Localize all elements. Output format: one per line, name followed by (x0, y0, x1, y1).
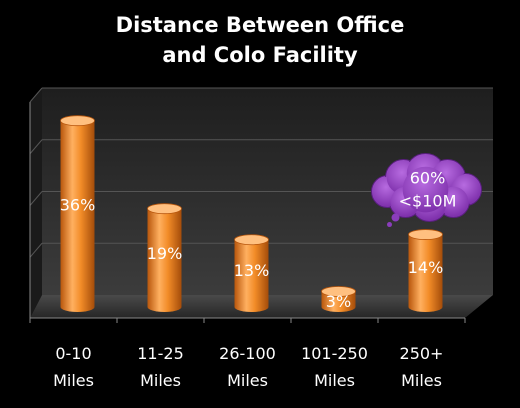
category-labels-group: 0-10 Miles 11-25 Miles 26-100 Miles 101-250 Mil… (53, 344, 443, 390)
data-label: 13% (234, 261, 270, 280)
category-label: 250+ (400, 344, 444, 363)
category-label: 11-25 (137, 344, 184, 363)
bar-body (234, 239, 269, 312)
cloud-tail-dot (387, 222, 392, 228)
chart-title-line-2: and Colo Facility (162, 43, 358, 67)
gridline-side (29, 242, 43, 258)
data-label: 36% (60, 196, 96, 215)
bar-top (321, 286, 356, 297)
chart-title-line-1: Distance Between Office (115, 13, 405, 37)
category-label: 26-100 (219, 344, 276, 363)
bar (234, 234, 269, 312)
cloud-fill (402, 166, 449, 213)
bar-top (234, 234, 269, 246)
bar (321, 286, 356, 312)
data-label: 3% (326, 292, 351, 311)
bar-body (60, 120, 95, 312)
callout-text: 60% (410, 169, 446, 188)
bar-body (321, 291, 356, 312)
gridline-side (29, 87, 43, 103)
bar (408, 229, 443, 312)
category-label: 101-250 (301, 344, 368, 363)
gridline-side (29, 139, 43, 155)
bar-top (147, 203, 182, 215)
data-label: 19% (147, 244, 183, 263)
bar (60, 115, 95, 312)
cloud-tail-dot (391, 213, 400, 222)
chart-title: Distance Between Office and Colo Facilit… (0, 10, 520, 70)
data-label: 14% (408, 258, 444, 277)
bar-body (147, 208, 182, 312)
category-label: 0-10 (55, 344, 91, 363)
category-label-unit: Miles (227, 371, 268, 390)
category-label-unit: Miles (314, 371, 355, 390)
bar-body (408, 234, 443, 312)
bar-top (408, 229, 443, 240)
bars-group (60, 115, 443, 312)
callout-text: <$10M (399, 192, 457, 211)
gridline-side (29, 191, 43, 206)
side-wall (30, 88, 42, 318)
data-labels-group: 36% 19% 13% 3% 14% (60, 196, 444, 311)
callout-shape (371, 153, 482, 228)
bar-top (60, 115, 95, 127)
category-label-unit: Miles (401, 371, 442, 390)
category-label-unit: Miles (140, 371, 181, 390)
callout-cloud: 60% <$10M (371, 153, 482, 228)
category-label-unit: Miles (53, 371, 94, 390)
bar (147, 203, 182, 312)
